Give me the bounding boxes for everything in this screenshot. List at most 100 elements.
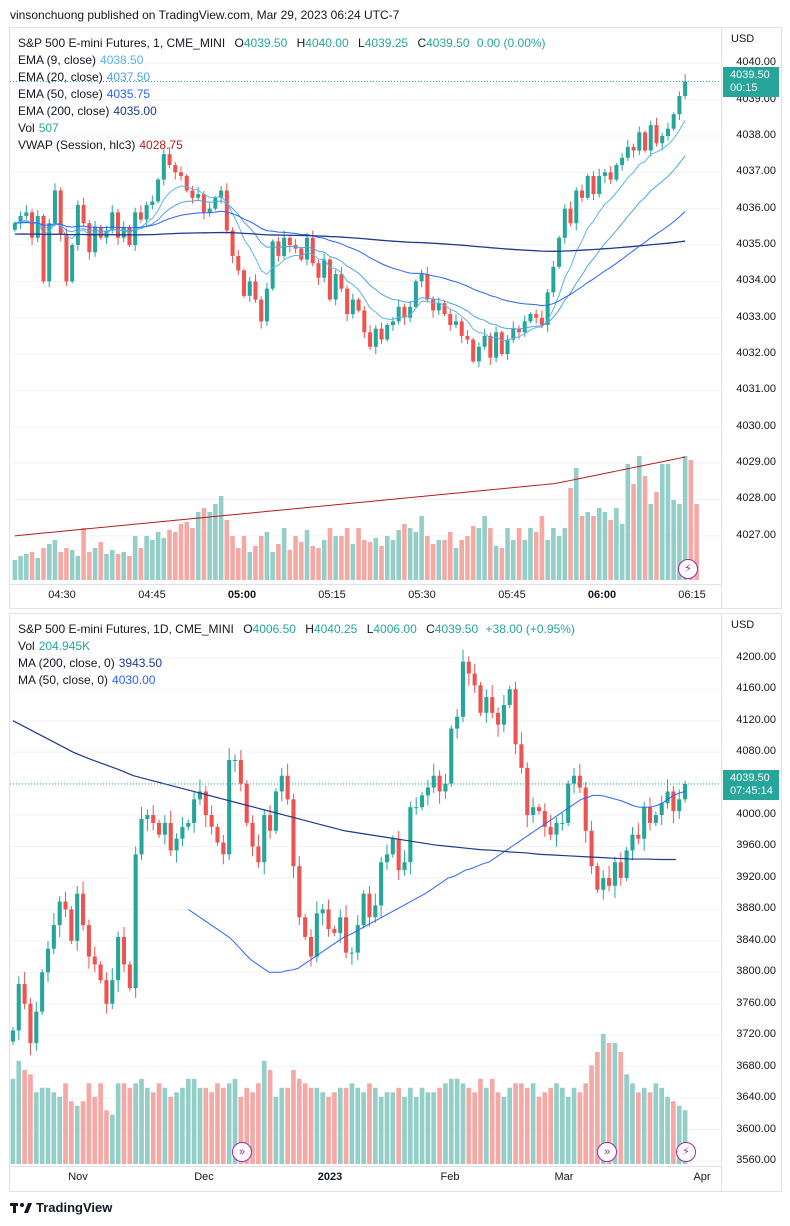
volume-bar — [244, 1087, 250, 1164]
split-marker-icon[interactable]: » — [232, 1142, 252, 1162]
volume-bar — [80, 1101, 86, 1164]
volume-bar — [608, 520, 613, 580]
intraday-symbol-title[interactable]: S&P 500 E-mini Futures, 1, CME_MINI — [18, 36, 226, 50]
volume-bar — [304, 530, 310, 580]
candle-body — [642, 807, 647, 839]
volume-bar — [109, 1114, 115, 1164]
candle-body — [110, 212, 115, 231]
indicator-value: 204.945K — [38, 639, 91, 653]
volume-bar — [115, 554, 121, 580]
indicator-ma200[interactable]: MA (200, close, 0) 3943.50 — [18, 655, 575, 672]
daily-price-axis[interactable]: USD 4200.004160.004120.004080.004040.004… — [721, 614, 782, 1191]
volume-bar — [600, 1034, 606, 1164]
volume-bar — [247, 552, 253, 580]
candle-body — [242, 270, 247, 296]
volume-bar — [98, 542, 104, 580]
candle-body — [350, 299, 355, 315]
indicator-ema50[interactable]: EMA (50, close) 4035.75 — [18, 86, 546, 103]
volume-bar — [466, 1087, 472, 1164]
daily-time-axis[interactable]: Nov Dec 2023 Feb Mar Apr — [10, 1166, 721, 1189]
price-tick-label: 4040.00 — [736, 56, 776, 69]
candle-body — [207, 208, 212, 213]
tradingview-footer[interactable]: TradingView — [10, 1200, 112, 1215]
candle-body — [488, 335, 493, 358]
indicator-ema20[interactable]: EMA (20, close) 4037.50 — [18, 69, 546, 86]
candle-body — [568, 208, 573, 224]
indicator-ema200[interactable]: EMA (200, close) 4035.00 — [18, 103, 546, 120]
volume-bar — [75, 556, 81, 580]
candle-body — [305, 237, 310, 260]
volume-bar — [226, 1083, 232, 1164]
volume-bar — [499, 548, 505, 580]
price-tick-label: 3760.00 — [736, 996, 776, 1009]
low-label: L — [358, 36, 365, 50]
indicator-ma50[interactable]: MA (50, close, 0) 4030.00 — [18, 672, 575, 689]
candle-body — [197, 791, 203, 800]
volume-bar — [339, 536, 344, 580]
volume-bar — [235, 548, 241, 580]
price-tick-label: 4000.00 — [736, 808, 776, 821]
volume-bar — [10, 1078, 16, 1164]
candle-body — [224, 190, 229, 231]
intraday-plot-area[interactable]: S&P 500 E-mini Futures, 1, CME_MINI O403… — [10, 28, 721, 584]
indicator-ema9[interactable]: EMA (9, close) 4038.50 — [18, 52, 546, 69]
candle-body — [554, 822, 559, 835]
price-tick-label: 4037.00 — [736, 165, 776, 178]
volume-bar — [270, 552, 275, 580]
intraday-symbol-row[interactable]: S&P 500 E-mini Futures, 1, CME_MINI O403… — [18, 35, 546, 52]
volume-bar — [18, 556, 23, 580]
candle-body — [665, 128, 670, 136]
indicator-value: 3943.50 — [118, 656, 163, 670]
candle-body — [513, 689, 518, 745]
daily-symbol-title[interactable]: S&P 500 E-mini Futures, 1D, CME_MINI — [18, 622, 234, 636]
candle-body — [436, 303, 441, 311]
candle-body — [98, 964, 103, 981]
daily-chart-pane[interactable]: S&P 500 E-mini Futures, 1D, CME_MINI O40… — [9, 613, 782, 1192]
daily-chart-svg — [10, 649, 721, 1164]
candle-body — [384, 854, 390, 863]
candle-body — [144, 205, 149, 220]
intraday-price-axis[interactable]: USD 4040.00 4039.00 4038.00 4037.00 4036.00 4… — [721, 28, 782, 608]
ema20-line — [14, 155, 686, 330]
candle-body — [196, 194, 201, 198]
volume-bar — [585, 512, 591, 580]
daily-symbol-row[interactable]: S&P 500 E-mini Futures, 1D, CME_MINI O40… — [18, 621, 575, 638]
intraday-time-axis[interactable]: 04:30 04:45 05:00 05:15 05:30 05:45 06:00 06:15 — [10, 584, 721, 607]
candle-body — [51, 925, 56, 949]
lightning-icon[interactable]: ⚡ — [678, 559, 698, 579]
volume-bar — [436, 540, 442, 580]
volume-bar — [287, 550, 293, 580]
volume-bar — [648, 504, 654, 580]
candle-body — [299, 248, 304, 260]
candle-body — [326, 909, 331, 930]
candle-body — [262, 815, 267, 863]
candle-body — [264, 288, 269, 322]
time-tick-label: 06:15 — [678, 589, 706, 601]
lightning-icon[interactable]: ⚡ — [676, 1142, 696, 1162]
volume-bar — [127, 556, 132, 580]
candle-body — [127, 964, 132, 989]
candle-body — [367, 893, 372, 918]
indicator-vwap[interactable]: VWAP (Session, hlc3) 4028.75 — [18, 137, 546, 154]
volume-bar — [488, 528, 493, 580]
volume-bar — [522, 540, 528, 580]
volume-bar — [24, 554, 29, 580]
candle-body — [57, 901, 62, 926]
volume-bar — [81, 528, 86, 580]
indicator-value: 4037.50 — [106, 70, 151, 84]
candle-body — [22, 984, 27, 1004]
intraday-chart-pane[interactable]: S&P 500 E-mini Futures, 1, CME_MINI O403… — [9, 27, 782, 609]
candle-body — [396, 306, 401, 322]
volume-bar — [139, 1078, 144, 1164]
volume-bar — [379, 546, 384, 580]
split-marker-icon[interactable]: » — [597, 1142, 617, 1162]
volume-bar — [207, 512, 212, 580]
daily-plot-area[interactable]: S&P 500 E-mini Futures, 1D, CME_MINI O40… — [10, 614, 721, 1166]
volume-bar — [327, 528, 333, 580]
candle-body — [571, 775, 577, 784]
indicator-volume[interactable]: Vol 204.945K — [18, 638, 575, 655]
candle-body — [75, 893, 80, 941]
indicator-volume[interactable]: Vol 507 — [18, 120, 546, 137]
candle-body — [539, 317, 544, 325]
volume-bar — [220, 1087, 226, 1164]
